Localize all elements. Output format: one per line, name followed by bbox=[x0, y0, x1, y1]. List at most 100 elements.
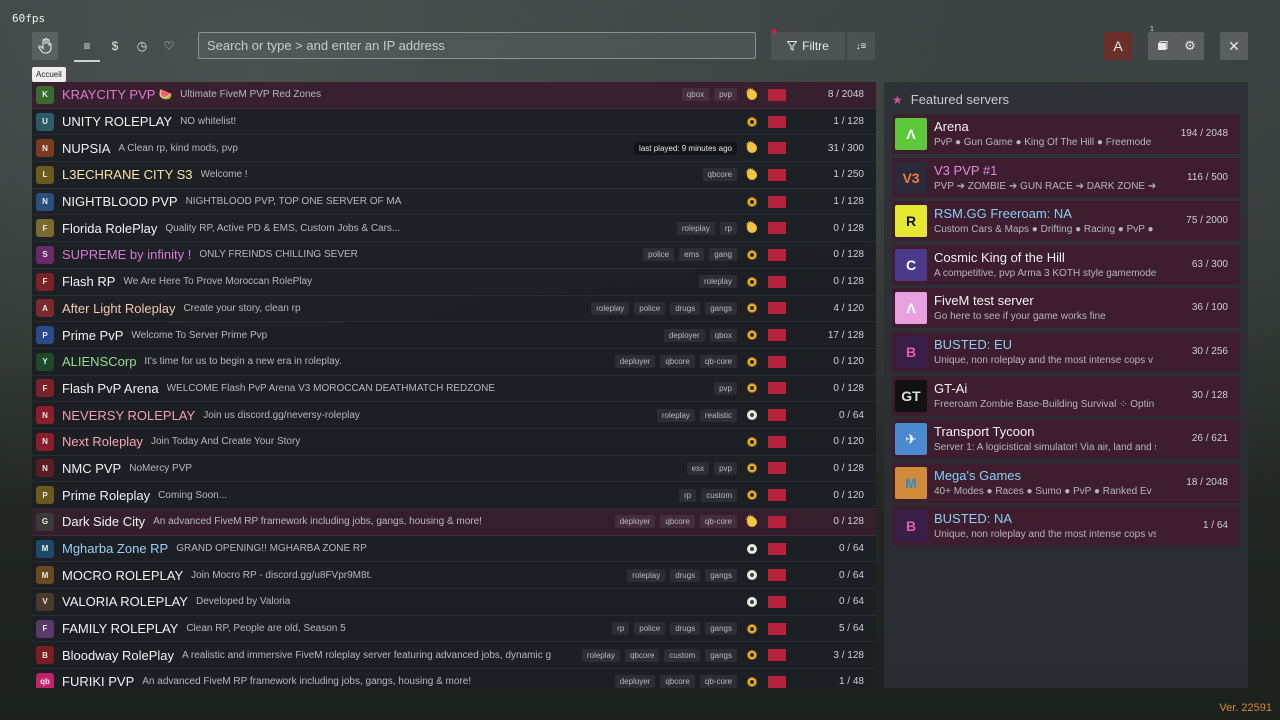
filter-button[interactable]: Filtre bbox=[771, 32, 845, 60]
close-button[interactable]: ✕ bbox=[1220, 32, 1248, 60]
server-row[interactable]: P Prime PvP Welcome To Server Prime Pvp dep… bbox=[32, 322, 876, 349]
server-description: Create your story, clean rp bbox=[183, 302, 301, 314]
server-row[interactable]: F FAMILY ROLEPLAY Clean RP, People are old… bbox=[32, 615, 876, 643]
player-count: 1 / 128 bbox=[833, 116, 864, 128]
server-name: Prime PvP bbox=[62, 327, 124, 343]
featured-server-description: Go here to see if your game works fine bbox=[934, 311, 1106, 323]
featured-server-name: BUSTED: EU bbox=[934, 337, 1013, 352]
featured-server-card[interactable]: B BUSTED: EU Unique, non roleplay and the … bbox=[892, 332, 1240, 372]
sun-icon bbox=[745, 139, 757, 154]
featured-server-card[interactable]: V3 V3 PVP #1 PVP ➔ ZOMBIE ➔ GUN RACE ➔ DAR… bbox=[892, 157, 1240, 198]
server-icon: N bbox=[36, 406, 54, 425]
featured-server-card[interactable]: R RSM.GG Freeroam: NA Custom Cars & Maps ●… bbox=[892, 201, 1240, 242]
featured-server-icon: M bbox=[895, 466, 927, 499]
server-row[interactable]: M MOCRO ROLEPLAY Join Mocro RP - discord.g… bbox=[32, 562, 876, 590]
tab-history[interactable]: ◷ bbox=[129, 32, 155, 60]
search-input[interactable] bbox=[198, 32, 756, 59]
list-icon: ≡ bbox=[83, 39, 91, 53]
server-row[interactable]: K KRAYCITY PVP 🍉 Ultimate FiveM PVP Red Zon… bbox=[32, 82, 876, 109]
server-name: VALORIA ROLEPLAY bbox=[62, 594, 188, 610]
server-row[interactable]: F Florida RolePlay Quality RP, Active PD &… bbox=[32, 215, 876, 243]
featured-server-name: RSM.GG Freeroam: NA bbox=[934, 206, 1072, 222]
server-description: Clean RP, People are old, Season 5 bbox=[186, 623, 346, 635]
server-row[interactable]: F Flash RP We Are Here To Prove Moroccan R… bbox=[32, 268, 876, 296]
server-description: An advanced FiveM RP framework including… bbox=[153, 516, 482, 528]
featured-server-icon: V3 bbox=[895, 161, 927, 194]
server-icon: S bbox=[36, 245, 54, 264]
server-description: NIGHTBLOOD PVP, TOP ONE SERVER OF MA bbox=[185, 196, 402, 208]
country-flag-icon bbox=[768, 409, 786, 422]
server-row[interactable]: Y ALIENSCorp It's time for us to begin a n… bbox=[32, 348, 876, 376]
server-row[interactable]: M Mgharba Zone RP GRAND OPENING!! MGHARBA … bbox=[32, 535, 876, 563]
featured-server-card[interactable]: B BUSTED: NA Unique, non roleplay and the … bbox=[892, 506, 1240, 547]
status-icon bbox=[747, 650, 757, 661]
server-name: NEVERSY ROLEPLAY bbox=[62, 407, 196, 423]
version-label: Ver. 22591 bbox=[1219, 702, 1272, 714]
user-avatar[interactable]: A bbox=[1104, 32, 1132, 60]
server-row[interactable]: N NUPSIA A Clean rp, kind mods, pvp last pl… bbox=[32, 135, 876, 163]
server-name: MOCRO ROLEPLAY bbox=[62, 567, 184, 583]
server-row[interactable]: N NMC PVP NoMercy PVP esx pvp 0 / 128 bbox=[32, 455, 876, 483]
sort-button[interactable]: ↓≡ bbox=[847, 32, 875, 60]
settings-button[interactable]: ⚙ bbox=[1176, 32, 1204, 60]
server-icon: Y bbox=[36, 352, 54, 371]
server-icon: G bbox=[36, 512, 54, 531]
clock-icon: ◷ bbox=[136, 39, 148, 53]
server-name: L3ECHRANE CITY S3 bbox=[62, 167, 193, 183]
server-row[interactable]: L L3ECHRANE CITY S3 Welcome ! qbcore 1 / 250 bbox=[32, 162, 876, 189]
featured-server-description: Server 1: A logicistical simulator! Via … bbox=[934, 442, 1156, 454]
server-description: We Are Here To Prove Moroccan RolePlay bbox=[123, 276, 313, 288]
server-icon: N bbox=[36, 459, 54, 478]
featured-server-card[interactable]: M Mega's Games 40+ Modes ● Races ● Sumo ● … bbox=[892, 462, 1240, 503]
server-tags: roleplay realistic bbox=[656, 408, 737, 422]
server-icon: F bbox=[36, 619, 54, 638]
server-tag: roleplay bbox=[676, 221, 715, 235]
tab-favorites[interactable]: ♡ bbox=[156, 32, 182, 60]
server-tags: last played: 9 minutes ago bbox=[634, 141, 737, 155]
server-row[interactable]: A After Light Roleplay Create your story, … bbox=[32, 295, 876, 323]
server-tag: drugs bbox=[670, 301, 701, 315]
server-tag: custom bbox=[701, 488, 737, 502]
tab-servers[interactable]: ≡ bbox=[74, 32, 100, 62]
server-row[interactable]: V VALORIA ROLEPLAY Developed by Valoria 0 /… bbox=[32, 589, 876, 616]
notification-icon bbox=[1157, 40, 1167, 50]
server-tags: roleplay rp bbox=[676, 221, 737, 235]
server-tag: drugs bbox=[670, 622, 701, 636]
notifications-button[interactable]: 1 bbox=[1148, 26, 1176, 60]
country-flag-icon bbox=[768, 435, 786, 448]
server-row[interactable]: S SUPREME by infinity ! ONLY FREINDS CHILL… bbox=[32, 242, 876, 269]
server-icon: N bbox=[36, 139, 54, 158]
server-row[interactable]: B Bloodway RolePlay A realistic and immers… bbox=[32, 642, 876, 670]
server-row[interactable]: qb FURIKI PVP An advanced FiveM RP framewo… bbox=[32, 669, 876, 688]
server-name: Florida RolePlay bbox=[62, 220, 158, 236]
featured-server-description: 40+ Modes ● Races ● Sumo ● PvP ● Ranked … bbox=[934, 485, 1152, 497]
server-row[interactable]: P Prime Roleplay Coming Soon... rp custom 0 /… bbox=[32, 482, 876, 509]
featured-server-icon: B bbox=[895, 510, 927, 543]
player-count: 4 / 120 bbox=[833, 302, 864, 314]
server-row[interactable]: U UNITY ROLEPLAY NO whitelist! 1 / 128 bbox=[32, 108, 876, 136]
featured-server-card[interactable]: C Cosmic King of the Hill A competitive, p… bbox=[892, 244, 1240, 285]
server-row[interactable]: N Next Roleplay Join Today And Create Your… bbox=[32, 428, 876, 456]
home-button[interactable] bbox=[32, 32, 58, 60]
featured-server-card[interactable]: GT GT-Ai Freeroam Zombie Base-Building Sur… bbox=[892, 375, 1240, 416]
featured-server-name: Cosmic King of the Hill bbox=[934, 249, 1065, 265]
server-tag: gangs bbox=[705, 622, 737, 636]
server-row[interactable]: N NIGHTBLOOD PVP NIGHTBLOOD PVP, TOP ONE S… bbox=[32, 188, 876, 216]
player-count: 1 / 250 bbox=[833, 169, 864, 181]
server-tag: roleplay bbox=[591, 301, 630, 315]
featured-server-card[interactable]: Λ Arena PvP ● Gun Game ● King Of The Hill … bbox=[892, 114, 1240, 154]
server-row[interactable]: F Flash PvP Arena WELCOME Flash PvP Arena … bbox=[32, 375, 876, 403]
country-flag-icon bbox=[768, 329, 786, 342]
featured-server-card[interactable]: Λ FiveM test server Go here to see if your… bbox=[892, 288, 1240, 329]
server-row[interactable]: N NEVERSY ROLEPLAY Join us discord.gg/neve… bbox=[32, 402, 876, 429]
status-icon bbox=[747, 570, 757, 581]
status-icon bbox=[747, 303, 757, 314]
server-description: Ultimate FiveM PVP Red Zones bbox=[180, 89, 322, 101]
country-flag-icon bbox=[768, 595, 786, 608]
status-icon bbox=[747, 383, 757, 394]
country-flag-icon bbox=[768, 248, 786, 261]
server-row[interactable]: G Dark Side City An advanced FiveM RP fram… bbox=[32, 509, 876, 536]
tab-premium[interactable]: $ bbox=[102, 32, 128, 60]
server-tag: police bbox=[634, 622, 666, 636]
featured-server-card[interactable]: ✈ Transport Tycoon Server 1: A logicistica… bbox=[892, 419, 1240, 460]
